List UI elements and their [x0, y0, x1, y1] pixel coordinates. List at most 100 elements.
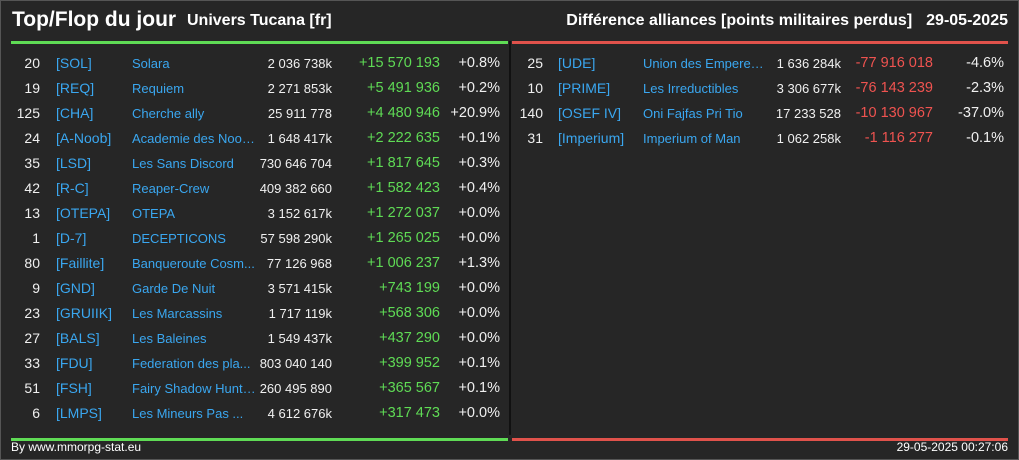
alliance-rank: 19 — [24, 80, 40, 96]
alliance-rank: 24 — [24, 130, 40, 146]
alliance-pct: +0.0% — [458, 305, 500, 321]
alliance-pct: +0.2% — [458, 80, 500, 96]
top-row: 27 [BALS] Les Baleines 1 549 437k +437 290 +0… — [11, 326, 508, 351]
alliance-diff: -1 116 277 — [864, 130, 933, 146]
alliance-pct: -4.6% — [966, 55, 1004, 71]
alliance-tag[interactable]: [OTEPA] — [56, 205, 111, 221]
footer-source[interactable]: By www.mmorpg-stat.eu — [11, 440, 142, 454]
alliance-name[interactable]: Les Sans Discord — [132, 156, 234, 171]
footer-timestamp: 29-05-2025 00:27:06 — [896, 440, 1008, 454]
alliance-tag[interactable]: [BALS] — [56, 330, 100, 346]
alliance-points: 25 911 778 — [267, 106, 332, 121]
alliance-diff: +1 265 025 — [367, 230, 440, 246]
header-date: 29-05-2025 — [926, 12, 1008, 29]
alliance-points: 803 040 140 — [259, 356, 332, 371]
top-row: 35 [LSD] Les Sans Discord 730 646 704 +1 817… — [11, 151, 508, 176]
alliance-diff: +15 570 193 — [358, 55, 440, 71]
alliance-points: 1 062 258k — [776, 131, 841, 146]
alliance-diff: +365 567 — [379, 380, 440, 396]
alliance-tag[interactable]: [FSH] — [56, 380, 92, 396]
alliance-name[interactable]: Banqueroute Cosm... — [132, 256, 255, 271]
alliance-name[interactable]: Fairy Shadow Hunte... — [132, 381, 256, 396]
alliance-name[interactable]: Cherche ally — [132, 106, 205, 121]
alliance-tag[interactable]: [Imperium] — [558, 130, 625, 146]
alliance-name[interactable]: Federation des pla... — [132, 356, 251, 371]
alliance-diff: +399 952 — [379, 355, 440, 371]
top-panel: 20 [SOL] Solara 2 036 738k +15 570 193 +0.8% 1… — [11, 41, 508, 441]
alliance-pct: -0.1% — [966, 130, 1004, 146]
alliance-name[interactable]: Les Mineurs Pas ... — [132, 406, 244, 421]
alliance-tag[interactable]: [R-C] — [56, 180, 89, 196]
top-row: 23 [GRUIIK] Les Marcassins 1 717 119k +568 3… — [11, 301, 508, 326]
alliance-diff: +2 222 635 — [367, 130, 440, 146]
alliance-pct: -37.0% — [958, 105, 1004, 121]
alliance-rank: 51 — [24, 380, 40, 396]
alliance-tag[interactable]: [UDE] — [558, 55, 596, 71]
alliance-tag[interactable]: [LSD] — [56, 155, 92, 171]
alliance-points: 2 271 853k — [267, 81, 332, 96]
top-row: 20 [SOL] Solara 2 036 738k +15 570 193 +0.8% — [11, 51, 508, 76]
alliance-rank: 42 — [24, 180, 40, 196]
alliance-points: 1 648 417k — [267, 131, 332, 146]
alliance-name[interactable]: Les Baleines — [132, 331, 207, 346]
alliance-name[interactable]: Requiem — [132, 81, 185, 96]
alliance-tag[interactable]: [D-7] — [56, 230, 87, 246]
alliance-name[interactable]: Garde De Nuit — [132, 281, 216, 296]
alliance-diff: +1 582 423 — [367, 180, 440, 196]
alliance-tag[interactable]: [FDU] — [56, 355, 93, 371]
flop-panel: 25 [UDE] Union des Empereur... 1 636 284k -7… — [512, 41, 1008, 441]
alliance-pct: +0.0% — [458, 330, 500, 346]
alliance-points: 3 571 415k — [267, 281, 332, 296]
alliance-tag[interactable]: [Faillite] — [56, 255, 105, 271]
alliance-pct: +0.1% — [458, 355, 500, 371]
alliance-tag[interactable]: [A-Noob] — [56, 130, 112, 146]
alliance-name[interactable]: Union des Empereur... — [643, 56, 769, 71]
alliance-name[interactable]: Reaper-Crew — [132, 181, 210, 196]
alliance-points: 2 036 738k — [267, 56, 332, 71]
alliance-name[interactable]: Oni Fajfas Pri Tio — [643, 106, 743, 121]
alliance-points: 3 306 677k — [776, 81, 841, 96]
alliance-points: 77 126 968 — [266, 256, 332, 271]
alliance-diff: +1 272 037 — [367, 205, 440, 221]
flop-row: 31 [Imperium] Imperium of Man 1 062 258k -1 … — [512, 126, 1008, 151]
flop-row: 10 [PRIME] Les Irreductibles 3 306 677k -76 … — [512, 76, 1008, 101]
alliance-name[interactable]: OTEPA — [132, 206, 176, 221]
alliance-name[interactable]: Les Irreductibles — [643, 81, 739, 96]
top-row: 9 [GND] Garde De Nuit 3 571 415k +743 199 +0.… — [11, 276, 508, 301]
alliance-points: 730 646 704 — [259, 156, 332, 171]
alliance-points: 1 636 284k — [776, 56, 841, 71]
alliance-tag[interactable]: [CHA] — [56, 105, 94, 121]
alliance-rank: 140 — [519, 105, 543, 121]
alliance-pct: +0.8% — [458, 55, 500, 71]
alliance-diff: +4 480 946 — [367, 105, 440, 121]
alliance-pct: +0.3% — [458, 155, 500, 171]
alliance-rank: 33 — [24, 355, 40, 371]
alliance-pct: +0.1% — [458, 380, 500, 396]
alliance-tag[interactable]: [PRIME] — [558, 80, 611, 96]
alliance-rank: 13 — [24, 205, 40, 221]
alliance-tag[interactable]: [OSEF IV] — [558, 105, 622, 121]
alliance-rank: 80 — [24, 255, 40, 271]
alliance-rank: 125 — [16, 105, 40, 121]
alliance-points: 260 495 890 — [259, 381, 332, 396]
alliance-tag[interactable]: [GRUIIK] — [56, 305, 113, 321]
alliance-name[interactable]: Academie des Noob... — [132, 131, 256, 146]
alliance-tag[interactable]: [REQ] — [56, 80, 95, 96]
alliance-diff: -10 130 967 — [855, 105, 933, 121]
alliance-tag[interactable]: [LMPS] — [56, 405, 102, 421]
alliance-points: 1 717 119k — [268, 306, 332, 321]
alliance-rank: 10 — [527, 80, 543, 96]
alliance-name[interactable]: DECEPTICONS — [132, 231, 226, 246]
alliance-rank: 31 — [527, 130, 543, 146]
alliance-tag[interactable]: [GND] — [56, 280, 95, 296]
alliance-name[interactable]: Imperium of Man — [643, 131, 741, 146]
alliance-name[interactable]: Solara — [132, 56, 170, 71]
alliance-rank: 9 — [32, 280, 40, 296]
top-row: 125 [CHA] Cherche ally 25 911 778 +4 480 946… — [11, 101, 508, 126]
alliance-tag[interactable]: [SOL] — [56, 55, 92, 71]
alliance-name[interactable]: Les Marcassins — [132, 306, 223, 321]
header-right: Différence alliances [points militaires … — [566, 12, 1008, 30]
header: Top/Flop du jour Univers Tucana [fr] Dif… — [1, 1, 1018, 41]
alliance-rank: 25 — [527, 55, 543, 71]
alliance-diff: +1 006 237 — [367, 255, 440, 271]
